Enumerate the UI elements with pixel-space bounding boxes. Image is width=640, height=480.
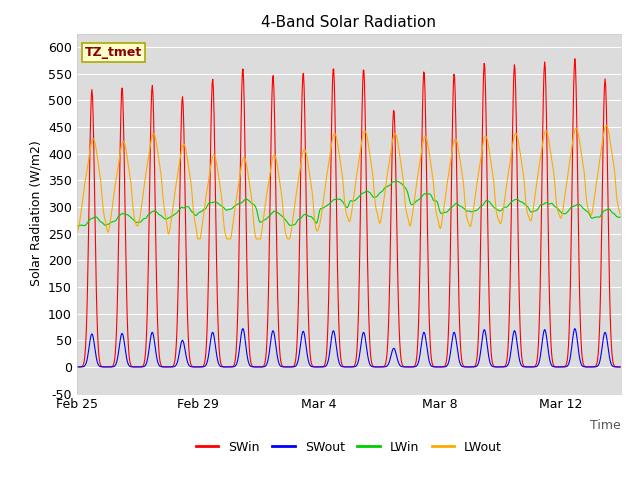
SWin <box>616 364 624 370</box>
SWin <box>201 360 209 366</box>
SWout <box>300 328 307 334</box>
SWin <box>271 111 278 117</box>
Text: TZ_tmet: TZ_tmet <box>85 46 142 59</box>
SWin <box>512 86 520 92</box>
LWin <box>73 223 81 229</box>
LWout <box>202 199 209 205</box>
SWin <box>92 287 100 293</box>
Legend: SWin, SWout, LWin, LWout: SWin, SWout, LWin, LWout <box>191 436 507 459</box>
LWin <box>271 208 278 214</box>
LWin <box>394 179 401 184</box>
SWin <box>381 363 388 369</box>
SWout <box>271 333 278 338</box>
Text: Time: Time <box>590 419 621 432</box>
LWin <box>381 185 388 191</box>
LWout <box>513 131 520 137</box>
SWout <box>201 363 209 369</box>
LWin <box>300 212 307 218</box>
SWout <box>513 335 520 340</box>
LWout <box>300 147 308 153</box>
SWout <box>404 364 412 370</box>
LWout <box>194 236 202 242</box>
LWout <box>271 153 279 158</box>
Line: SWin: SWin <box>77 59 620 367</box>
LWin <box>92 214 100 220</box>
SWin <box>571 56 579 61</box>
LWin <box>616 214 624 220</box>
SWout <box>73 364 81 370</box>
SWout <box>571 325 579 331</box>
LWin <box>513 196 520 202</box>
Title: 4-Band Solar Radiation: 4-Band Solar Radiation <box>261 15 436 30</box>
SWin <box>73 364 81 370</box>
LWout <box>73 230 81 236</box>
LWout <box>616 211 624 217</box>
Line: SWout: SWout <box>77 328 620 367</box>
LWout <box>602 122 610 128</box>
Y-axis label: Solar Radiation (W/m2): Solar Radiation (W/m2) <box>29 141 42 287</box>
Line: LWin: LWin <box>77 181 620 226</box>
SWout <box>381 364 388 370</box>
SWin <box>300 71 307 76</box>
SWout <box>92 355 100 360</box>
SWout <box>616 364 624 370</box>
LWout <box>381 187 389 192</box>
LWout <box>92 147 100 153</box>
Line: LWout: LWout <box>77 125 620 239</box>
LWin <box>201 206 209 212</box>
